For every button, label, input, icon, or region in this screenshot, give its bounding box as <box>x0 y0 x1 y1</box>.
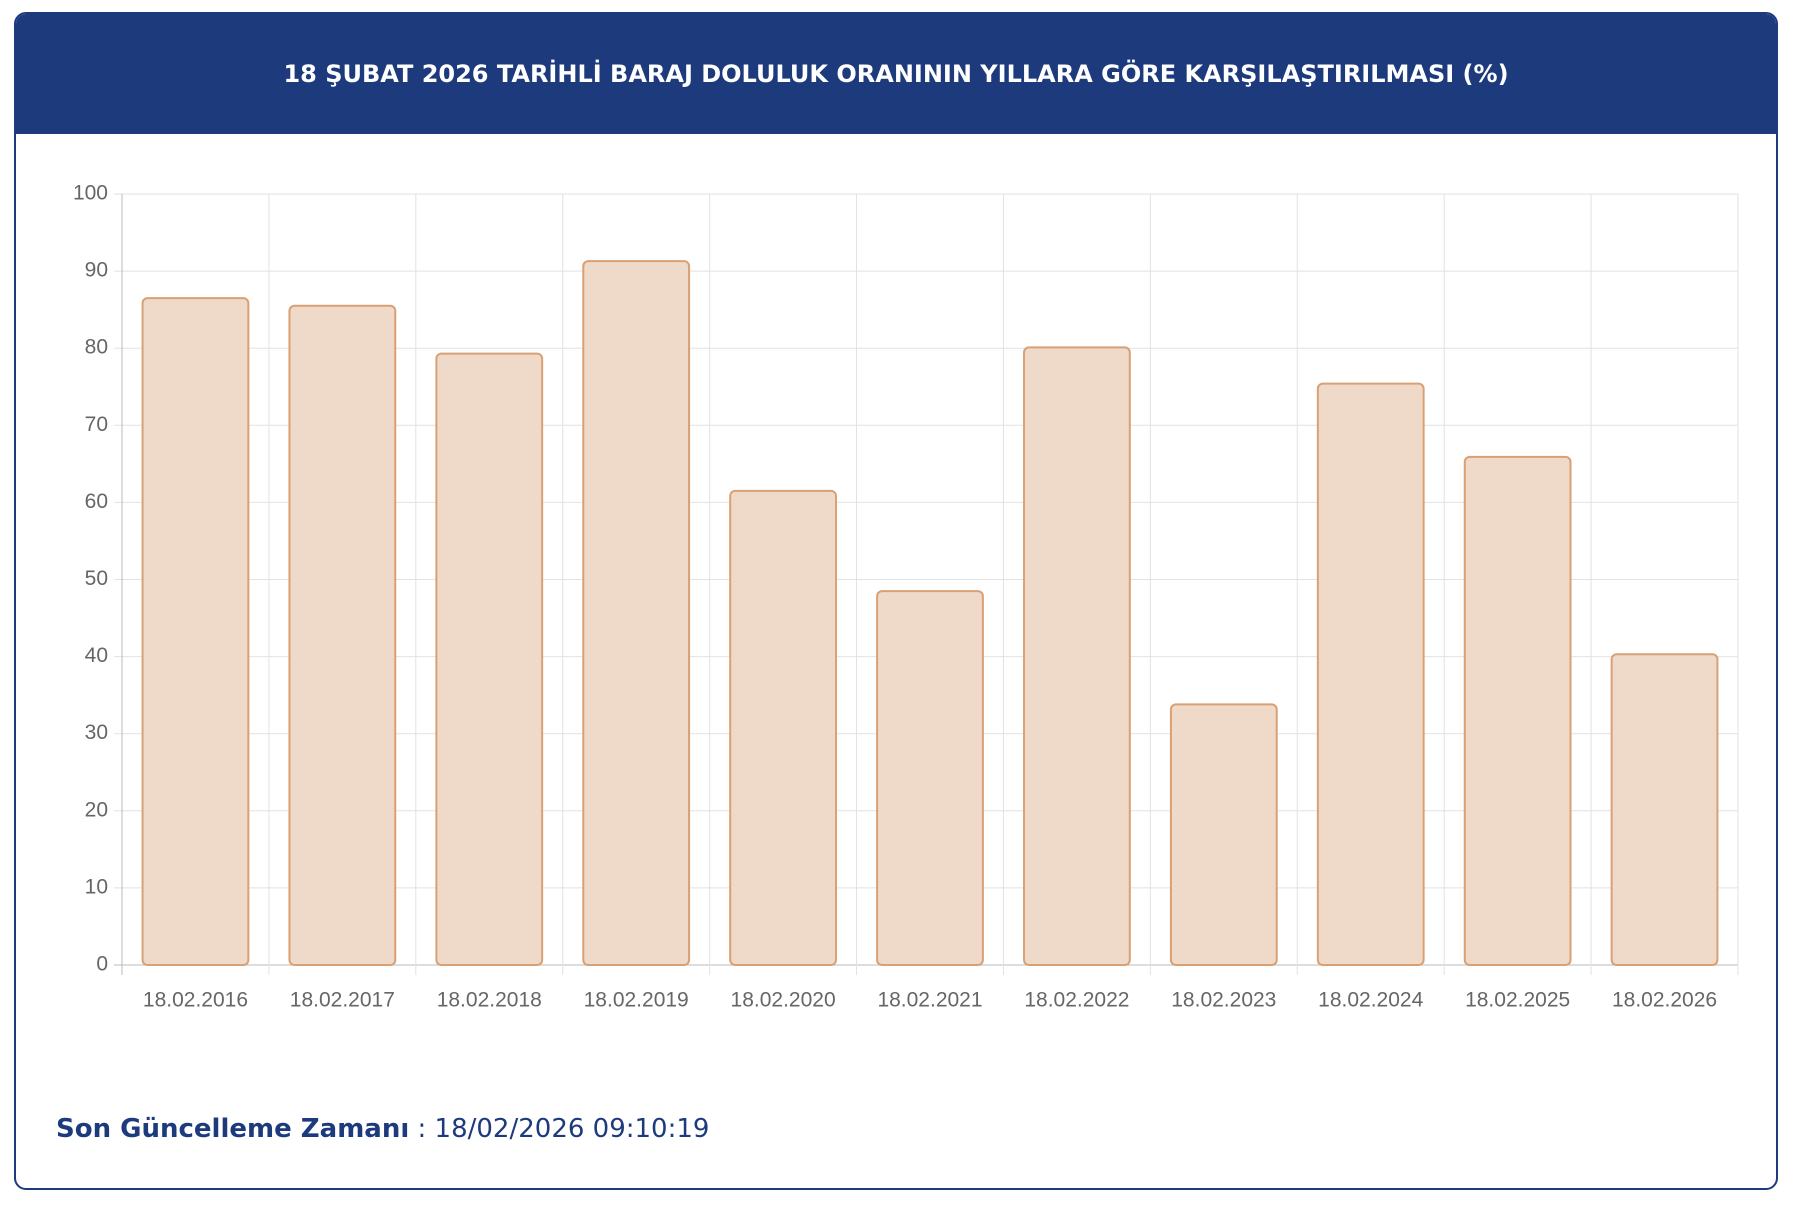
bar <box>1610 653 1719 966</box>
bar <box>582 260 691 966</box>
bar <box>1463 455 1572 966</box>
y-tick-label: 20 <box>85 798 108 821</box>
footer: Son Güncelleme Zamanı : 18/02/2026 09:10… <box>56 1114 709 1144</box>
y-tick-label: 90 <box>85 259 108 282</box>
x-tick-label: 18.02.2017 <box>290 989 395 1012</box>
y-tick-label: 50 <box>85 567 108 590</box>
x-tick-label: 18.02.2020 <box>731 989 836 1012</box>
bar <box>729 489 837 966</box>
x-tick-label: 18.02.2022 <box>1024 989 1129 1012</box>
y-tick-label: 30 <box>85 721 108 744</box>
bar <box>876 590 984 966</box>
footer-label: Son Güncelleme Zamanı <box>56 1114 410 1144</box>
y-tick-label: 80 <box>85 336 108 359</box>
bar <box>1169 703 1278 966</box>
y-tick-label: 0 <box>96 953 108 976</box>
x-tick-label: 18.02.2023 <box>1171 989 1276 1012</box>
x-tick-label: 18.02.2019 <box>584 989 689 1012</box>
y-tick-label: 70 <box>85 413 108 436</box>
y-tick-label: 40 <box>85 644 108 667</box>
footer-value: 18/02/2026 09:10:19 <box>434 1114 710 1144</box>
y-tick-label: 10 <box>85 875 108 898</box>
x-tick-label: 18.02.2018 <box>437 989 542 1012</box>
bar <box>141 297 250 966</box>
y-tick-label: 60 <box>85 490 108 513</box>
chart-title: 18 ŞUBAT 2026 TARİHLİ BARAJ DOLULUK ORAN… <box>16 14 1776 134</box>
bar <box>1023 346 1131 966</box>
x-tick-label: 18.02.2024 <box>1318 989 1423 1012</box>
bar <box>288 304 397 967</box>
footer-separator: : <box>417 1114 427 1144</box>
x-tick-label: 18.02.2025 <box>1465 989 1570 1012</box>
bar <box>1316 382 1425 966</box>
x-tick-label: 18.02.2026 <box>1612 989 1717 1012</box>
card: 18 ŞUBAT 2026 TARİHLİ BARAJ DOLULUK ORAN… <box>14 12 1778 1190</box>
bar <box>435 352 544 966</box>
y-tick-label: 100 <box>73 182 108 205</box>
x-tick-label: 18.02.2021 <box>877 989 982 1012</box>
x-tick-label: 18.02.2016 <box>143 989 248 1012</box>
